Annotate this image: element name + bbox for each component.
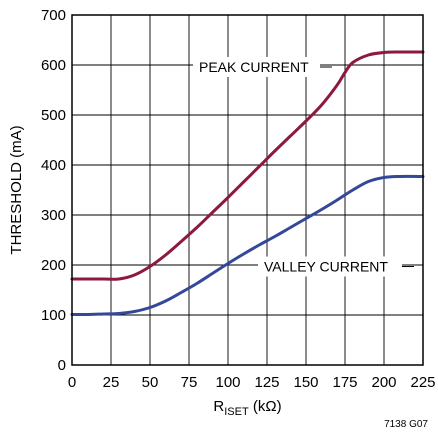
figure-id: 7138 G07 xyxy=(384,419,428,430)
series-group xyxy=(70,50,425,317)
x-tick-label: 150 xyxy=(293,374,318,391)
annotation-backdrop xyxy=(258,256,402,277)
y-tick-labels: 0 100 200 300 400 500 600 700 xyxy=(41,7,66,374)
y-tick-label: 600 xyxy=(41,57,66,74)
y-tick-label: 0 xyxy=(58,357,66,374)
y-tick-label: 500 xyxy=(41,107,66,124)
plot-frame xyxy=(71,14,424,366)
x-axis-label-sub: ISET xyxy=(224,406,249,418)
x-axis-label: RISET (kΩ) xyxy=(213,398,281,418)
x-tick-label: 225 xyxy=(410,374,435,391)
x-tick-label: 125 xyxy=(254,374,279,391)
x-axis-label-main: R xyxy=(213,398,224,415)
annotation-backdrop xyxy=(193,57,320,77)
x-tick-label: 0 xyxy=(68,374,76,391)
x-tick-label: 200 xyxy=(371,374,396,391)
annotation-label: PEAK CURRENT xyxy=(199,59,309,75)
annotation-label: VALLEY CURRENT xyxy=(264,259,388,275)
x-tick-label: 50 xyxy=(142,374,159,391)
x-axis-label-unit: (kΩ) xyxy=(249,398,282,415)
x-tick-labels: 0 25 50 75 100 125 150 175 200 225 xyxy=(68,374,436,391)
y-axis-label: THRESHOLD (mA) xyxy=(8,125,25,254)
y-tick-label: 300 xyxy=(41,207,66,224)
y-tick-label: 700 xyxy=(41,7,66,24)
series-line-peak-current xyxy=(70,50,425,281)
y-tick-label: 100 xyxy=(41,307,66,324)
x-tick-label: 175 xyxy=(332,374,357,391)
x-tick-label: 100 xyxy=(215,374,240,391)
annotations: PEAK CURRENT VALLEY CURRENT xyxy=(193,57,414,277)
x-tick-label: 75 xyxy=(181,374,198,391)
series-line-valley-current xyxy=(70,174,425,317)
x-tick-label: 25 xyxy=(103,374,120,391)
y-tick-label: 200 xyxy=(41,257,66,274)
y-tick-label: 400 xyxy=(41,157,66,174)
